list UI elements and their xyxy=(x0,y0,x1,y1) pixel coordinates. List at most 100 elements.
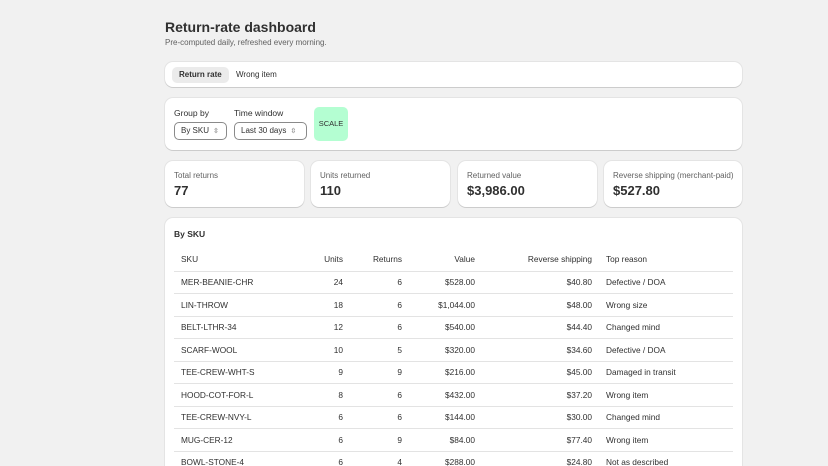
table-header-row: SKU Units Returns Value Reverse shipping… xyxy=(174,247,733,272)
column-header-returns[interactable]: Returns xyxy=(350,247,409,272)
units-cell: 9 xyxy=(284,361,350,384)
filters-card: Group by By SKU ⇳ Time window Last 30 day… xyxy=(165,98,742,150)
column-header-sku[interactable]: SKU xyxy=(174,247,284,272)
table-row[interactable]: TEE-CREW-WHT-S 9 9 $216.00 $45.00 Damaged in … xyxy=(174,361,733,384)
sku-cell: TEE-CREW-NVY-L xyxy=(174,406,284,429)
value-cell: $84.00 xyxy=(409,428,482,452)
chevron-up-down-icon: ⇳ xyxy=(290,128,297,135)
top-reason-cell: Defective / DOA xyxy=(599,338,733,362)
units-cell: 6 xyxy=(284,428,350,452)
units-cell: 10 xyxy=(284,338,350,362)
returns-cell: 9 xyxy=(350,361,409,384)
top-reason-cell: Wrong item xyxy=(599,383,733,407)
group-by-value: By SKU xyxy=(181,126,210,135)
reverse-shipping-cell: $30.00 xyxy=(482,406,599,429)
sku-cell: SCARF-WOOL xyxy=(174,338,284,362)
value-cell: $528.00 xyxy=(409,271,482,294)
sku-cell: MUG-CER-12 xyxy=(174,428,284,452)
tab-wrong-item[interactable]: Wrong item xyxy=(236,70,277,79)
sku-cell: LIN-THROW xyxy=(174,293,284,317)
group-by-label: Group by xyxy=(174,108,209,118)
reverse-shipping-cell: $24.80 xyxy=(482,451,599,466)
sku-cell: TEE-CREW-WHT-S xyxy=(174,361,284,384)
stat-total-returns: Total returns 77 xyxy=(165,161,304,207)
column-header-units[interactable]: Units xyxy=(284,247,350,272)
top-reason-cell: Wrong size xyxy=(599,293,733,317)
returns-cell: 6 xyxy=(350,383,409,407)
returns-cell: 6 xyxy=(350,271,409,294)
table-body: MER-BEANIE-CHR 24 6 $528.00 $40.80 Defective … xyxy=(174,271,733,466)
value-cell: $216.00 xyxy=(409,361,482,384)
reverse-shipping-cell: $44.40 xyxy=(482,316,599,339)
time-window-value: Last 30 days xyxy=(241,126,287,135)
page-subtitle: Pre-computed daily, refreshed every morn… xyxy=(165,38,327,47)
stat-label: Reverse shipping (merchant-paid) xyxy=(613,171,734,180)
units-cell: 8 xyxy=(284,383,350,407)
value-cell: $288.00 xyxy=(409,451,482,466)
sku-cell: MER-BEANIE-CHR xyxy=(174,271,284,294)
returns-cell: 6 xyxy=(350,316,409,339)
top-reason-cell: Changed mind xyxy=(599,316,733,339)
sku-table: SKU Units Returns Value Reverse shipping… xyxy=(174,247,733,466)
sku-cell: BOWL-STONE-4 xyxy=(174,451,284,466)
stat-label: Total returns xyxy=(174,171,219,180)
tab-return-rate[interactable]: Return rate xyxy=(172,67,229,83)
table-row[interactable]: MER-BEANIE-CHR 24 6 $528.00 $40.80 Defective … xyxy=(174,271,733,294)
units-cell: 18 xyxy=(284,293,350,317)
group-by-select[interactable]: By SKU ⇳ xyxy=(174,122,227,140)
stat-value: $527.80 xyxy=(613,183,660,198)
table-title: By SKU xyxy=(174,229,206,239)
table-row[interactable]: LIN-THROW 18 6 $1,044.00 $48.00 Wrong size xyxy=(174,293,733,317)
table-row[interactable]: HOOD-COT-FOR-L 8 6 $432.00 $37.20 Wrong item xyxy=(174,383,733,407)
returns-cell: 9 xyxy=(350,428,409,452)
returns-cell: 6 xyxy=(350,293,409,317)
top-reason-cell: Not as described xyxy=(599,451,733,466)
scale-button[interactable]: SCALE xyxy=(314,107,348,141)
reverse-shipping-cell: $77.40 xyxy=(482,428,599,452)
chevron-up-down-icon: ⇳ xyxy=(213,128,219,135)
sku-cell: HOOD-COT-FOR-L xyxy=(174,383,284,407)
page-title: Return-rate dashboard xyxy=(165,19,316,35)
tabs-bar: Return rate Wrong item xyxy=(165,62,742,87)
reverse-shipping-cell: $48.00 xyxy=(482,293,599,317)
stat-value: 110 xyxy=(320,183,341,198)
value-cell: $144.00 xyxy=(409,406,482,429)
table-row[interactable]: SCARF-WOOL 10 5 $320.00 $34.60 Defective / DO… xyxy=(174,338,733,362)
table-row[interactable]: TEE-CREW-NVY-L 6 6 $144.00 $30.00 Changed min… xyxy=(174,406,733,429)
table-row[interactable]: BELT-LTHR-34 12 6 $540.00 $44.40 Changed mind xyxy=(174,316,733,339)
stat-label: Returned value xyxy=(467,171,522,180)
value-cell: $432.00 xyxy=(409,383,482,407)
reverse-shipping-cell: $37.20 xyxy=(482,383,599,407)
time-window-select[interactable]: Last 30 days ⇳ xyxy=(234,122,307,140)
stat-returned-value: Returned value $3,986.00 xyxy=(458,161,597,207)
returns-cell: 4 xyxy=(350,451,409,466)
table-row[interactable]: MUG-CER-12 6 9 $84.00 $77.40 Wrong item xyxy=(174,428,733,452)
stat-label: Units returned xyxy=(320,171,371,180)
stat-reverse-shipping: Reverse shipping (merchant-paid) $527.80 xyxy=(604,161,742,207)
units-cell: 6 xyxy=(284,451,350,466)
units-cell: 6 xyxy=(284,406,350,429)
stat-value: $3,986.00 xyxy=(467,183,525,198)
column-header-reverse-shipping[interactable]: Reverse shipping xyxy=(482,247,599,272)
value-cell: $540.00 xyxy=(409,316,482,339)
column-header-value[interactable]: Value xyxy=(409,247,482,272)
stat-units-returned: Units returned 110 xyxy=(311,161,450,207)
sku-cell: BELT-LTHR-34 xyxy=(174,316,284,339)
reverse-shipping-cell: $40.80 xyxy=(482,271,599,294)
value-cell: $320.00 xyxy=(409,338,482,362)
units-cell: 24 xyxy=(284,271,350,294)
table-row[interactable]: BOWL-STONE-4 6 4 $288.00 $24.80 Not as descri… xyxy=(174,451,733,466)
sku-table-card: By SKU SKU Units Returns Value Reverse s… xyxy=(165,218,742,466)
value-cell: $1,044.00 xyxy=(409,293,482,317)
top-reason-cell: Wrong item xyxy=(599,428,733,452)
returns-cell: 6 xyxy=(350,406,409,429)
reverse-shipping-cell: $34.60 xyxy=(482,338,599,362)
top-reason-cell: Defective / DOA xyxy=(599,271,733,294)
top-reason-cell: Damaged in transit xyxy=(599,361,733,384)
reverse-shipping-cell: $45.00 xyxy=(482,361,599,384)
returns-cell: 5 xyxy=(350,338,409,362)
column-header-top-reason[interactable]: Top reason xyxy=(599,247,733,272)
time-window-label: Time window xyxy=(234,108,284,118)
units-cell: 12 xyxy=(284,316,350,339)
top-reason-cell: Changed mind xyxy=(599,406,733,429)
